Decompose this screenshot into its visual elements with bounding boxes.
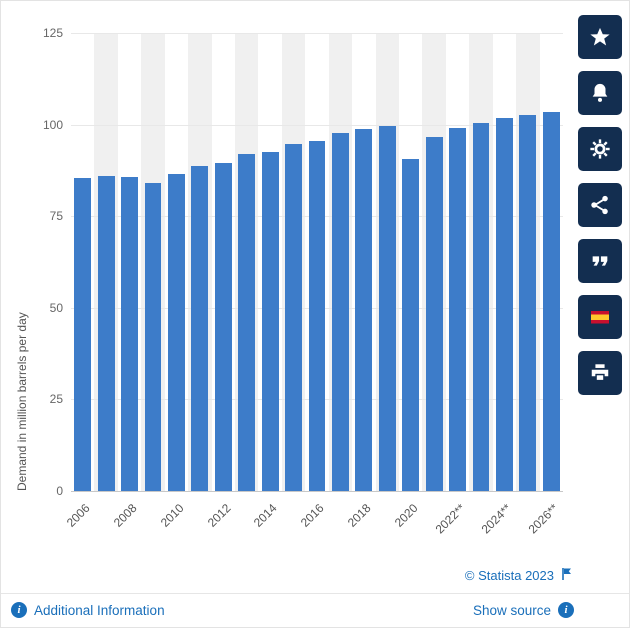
x-tick-label: 2014 xyxy=(251,501,281,530)
gridline xyxy=(71,124,563,126)
bar-2008[interactable] xyxy=(121,177,138,491)
bar-2006[interactable] xyxy=(74,178,92,491)
copyright-link[interactable]: © Statista 2023 xyxy=(465,567,574,584)
cite-button[interactable] xyxy=(578,239,622,283)
y-tick-label: 50 xyxy=(49,300,63,315)
info-icon[interactable]: i xyxy=(11,602,27,618)
x-tick-label: 2006 xyxy=(63,501,93,530)
y-tick-label: 75 xyxy=(49,209,63,224)
bar-2007[interactable] xyxy=(97,175,115,491)
bar-2014[interactable] xyxy=(261,152,279,491)
report-flag-icon[interactable] xyxy=(560,567,574,584)
settings-button[interactable] xyxy=(578,127,622,171)
y-tick-label: 25 xyxy=(49,392,63,407)
x-tick-label: 2016 xyxy=(298,501,327,530)
quote-icon xyxy=(589,250,611,272)
show-source-label: Show source xyxy=(472,602,551,618)
bar-2012[interactable] xyxy=(214,163,232,491)
bar-2023[interactable] xyxy=(472,122,490,491)
bar-2021[interactable] xyxy=(425,137,443,491)
bar-2017[interactable] xyxy=(331,133,349,491)
x-tick-label: 2022** xyxy=(432,501,468,537)
additional-information-link[interactable]: i Additional Information xyxy=(11,602,165,618)
bar-2016[interactable] xyxy=(308,141,326,491)
bar-2025[interactable] xyxy=(519,115,537,491)
info-icon[interactable]: i xyxy=(558,602,574,618)
copyright-text: © Statista 2023 xyxy=(464,568,554,583)
x-tick-label: 2020 xyxy=(391,501,421,530)
bar-2020[interactable] xyxy=(402,159,420,491)
print-button[interactable] xyxy=(578,351,622,395)
x-tick-label: 2024** xyxy=(478,501,515,537)
x-tick-label: 2018 xyxy=(344,501,374,530)
language-spanish-button[interactable] xyxy=(578,295,622,339)
bar-2015[interactable] xyxy=(285,144,302,491)
y-tick-label: 100 xyxy=(42,117,63,132)
x-tick-label: 2008 xyxy=(110,501,140,530)
share-icon xyxy=(589,194,611,216)
y-axis-title: Demand in million barrels per day xyxy=(15,312,29,491)
footer-divider xyxy=(1,593,629,594)
spain-flag-icon xyxy=(588,305,612,329)
gear-icon xyxy=(589,138,611,160)
bar-2018[interactable] xyxy=(355,128,373,491)
show-source-link[interactable]: Show source i xyxy=(473,602,574,618)
bar-2024[interactable] xyxy=(495,118,513,491)
bar-2026[interactable] xyxy=(542,111,560,491)
x-tick-label: 2026** xyxy=(525,501,562,537)
bar-2010[interactable] xyxy=(167,174,185,491)
bar-2019[interactable] xyxy=(378,126,396,491)
printer-icon xyxy=(589,362,611,384)
share-button[interactable] xyxy=(578,183,622,227)
additional-information-label: Additional Information xyxy=(34,602,165,618)
x-tick-label: 2010 xyxy=(157,501,187,530)
star-icon xyxy=(589,26,611,48)
plot-area: 0 25 50 75 100 125 2006 2008 2010 2012 2014 2016 201… xyxy=(43,26,563,536)
y-tick-label: 125 xyxy=(42,26,63,40)
gridline xyxy=(71,33,563,34)
bar-2022[interactable] xyxy=(449,128,466,491)
favorite-button[interactable] xyxy=(578,15,622,59)
x-tick-label: 2012 xyxy=(204,501,234,530)
bar-2009[interactable] xyxy=(144,182,162,491)
gridline xyxy=(71,491,563,492)
bell-icon xyxy=(589,82,611,104)
y-tick-label: 0 xyxy=(56,484,63,498)
bar-2013[interactable] xyxy=(238,154,256,491)
notifications-button[interactable] xyxy=(578,71,622,115)
bar-2011[interactable] xyxy=(191,165,209,491)
